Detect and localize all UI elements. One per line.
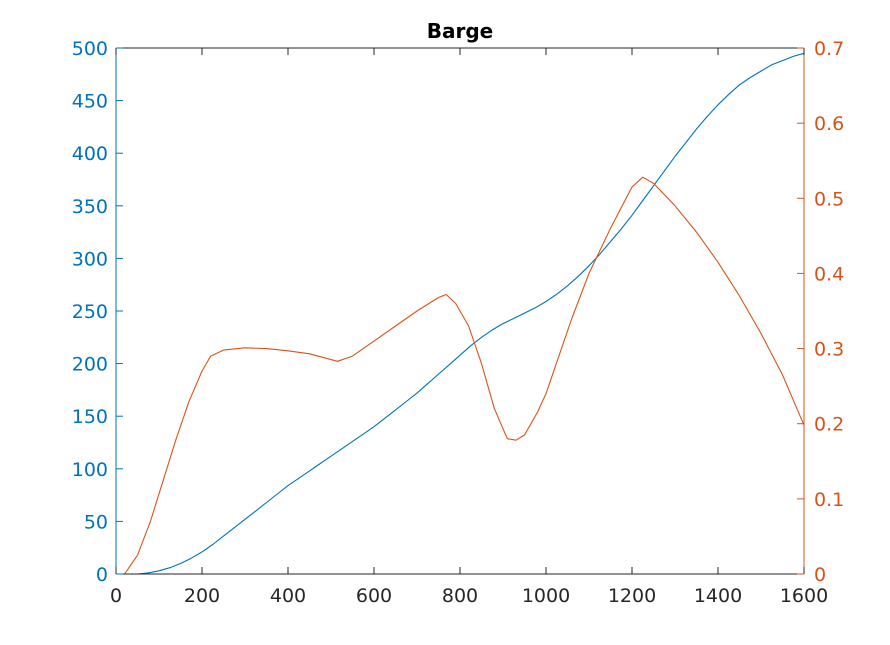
y-left-tick-label: 500: [72, 38, 108, 60]
y-right-tick-label: 0.7: [814, 38, 844, 60]
x-tick-label: 800: [442, 585, 478, 607]
x-tick-label: 200: [184, 585, 220, 607]
x-tick-label: 1600: [780, 585, 828, 607]
x-tick-label: 600: [356, 585, 392, 607]
y-left-tick-label: 250: [72, 301, 108, 323]
y-left-tick-label: 100: [72, 459, 108, 481]
y-left-tick-label: 150: [72, 406, 108, 428]
y-right-tick-label: 0.1: [814, 489, 844, 511]
series-line-right: [124, 176, 805, 575]
y-left-tick-label: 300: [72, 248, 108, 270]
y-left-tick-label: 50: [84, 511, 108, 533]
series-layer: [124, 52, 805, 575]
y-left-tick-label: 0: [96, 564, 108, 586]
x-tick-label: 400: [270, 585, 306, 607]
y-left-tick-label: 400: [72, 143, 108, 165]
y-right-tick-label: 0.5: [814, 188, 844, 210]
x-tick-label: 0: [110, 585, 122, 607]
x-tick-label: 1000: [522, 585, 570, 607]
y-left-tick-label: 350: [72, 196, 108, 218]
y-left-tick-label: 200: [72, 354, 108, 376]
x-tick-label: 1400: [694, 585, 742, 607]
y-right-tick-label: 0.3: [814, 339, 844, 361]
y-right-tick-label: 0.6: [814, 113, 844, 135]
y-right-tick-label: 0.4: [814, 263, 844, 285]
y-left-tick-label: 450: [72, 91, 108, 113]
series-line-left: [136, 52, 805, 575]
axes-layer: 0 200 400 600 800 1000 1200 1400 160005010015020…: [72, 38, 844, 607]
chart-title: Barge: [427, 19, 493, 43]
y-right-tick-label: 0: [814, 564, 826, 586]
y-right-tick-label: 0.2: [814, 414, 844, 436]
x-tick-label: 1200: [608, 585, 656, 607]
